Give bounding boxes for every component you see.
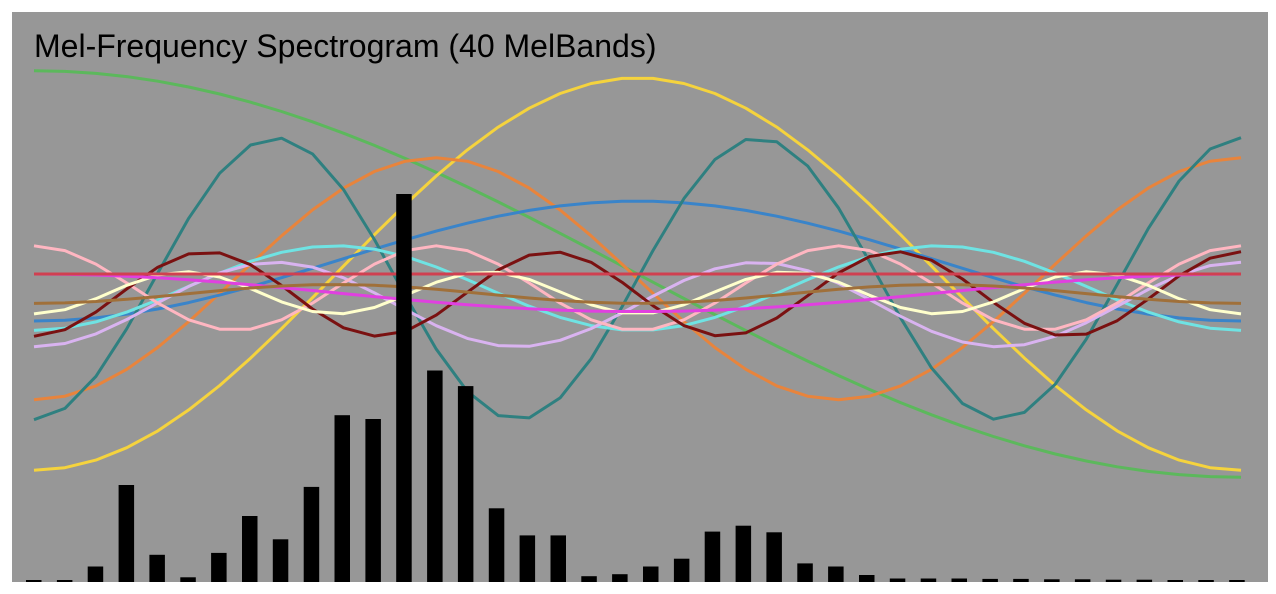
bar-9 bbox=[272, 539, 289, 582]
curve-line-4 bbox=[33, 199, 1242, 323]
bar-14 bbox=[427, 370, 443, 582]
bar-37 bbox=[1136, 579, 1153, 582]
bar-32 bbox=[982, 578, 998, 582]
bar-27 bbox=[828, 566, 844, 582]
bar-24 bbox=[735, 525, 752, 582]
bar-26 bbox=[797, 563, 813, 582]
bar-17 bbox=[519, 535, 536, 582]
curve-line-12 bbox=[33, 283, 1242, 305]
bar-28 bbox=[859, 575, 875, 582]
bar-11 bbox=[334, 415, 350, 582]
bar-33 bbox=[1013, 578, 1029, 582]
bar-22 bbox=[673, 558, 690, 582]
chart-canvas bbox=[26, 69, 1245, 582]
curve-line-11 bbox=[33, 272, 1242, 313]
bar-39 bbox=[1198, 580, 1214, 582]
bar-31 bbox=[951, 578, 967, 582]
bar-30 bbox=[920, 578, 937, 582]
bar-12 bbox=[365, 419, 381, 582]
bar-10 bbox=[303, 486, 320, 582]
curves-group bbox=[33, 69, 1242, 479]
bar-21 bbox=[643, 566, 659, 582]
bar-3 bbox=[87, 566, 104, 582]
bar-16 bbox=[488, 508, 505, 582]
bar-35 bbox=[1074, 579, 1091, 582]
bar-4 bbox=[118, 485, 135, 582]
bar-29 bbox=[889, 578, 906, 582]
bar-19 bbox=[581, 576, 597, 582]
bar-18 bbox=[550, 535, 566, 582]
bar-6 bbox=[180, 577, 196, 582]
bar-2 bbox=[56, 580, 73, 582]
bar-20 bbox=[612, 574, 628, 582]
bar-7 bbox=[211, 552, 227, 582]
bar-40 bbox=[1229, 580, 1245, 582]
bar-23 bbox=[704, 531, 721, 582]
bar-13 bbox=[396, 194, 412, 582]
bar-1 bbox=[26, 580, 42, 582]
bar-38 bbox=[1167, 580, 1183, 582]
curve-line-9 bbox=[33, 250, 1242, 338]
bars-group bbox=[26, 194, 1245, 582]
curve-line-5 bbox=[33, 136, 1242, 422]
bar-15 bbox=[457, 386, 474, 582]
bar-34 bbox=[1044, 579, 1060, 582]
bar-25 bbox=[766, 532, 782, 582]
bar-5 bbox=[149, 554, 165, 582]
bar-36 bbox=[1105, 579, 1122, 582]
chart-title: Mel-Frequency Spectrogram (40 MelBands) bbox=[34, 28, 657, 64]
curve-line-2 bbox=[33, 76, 1242, 472]
bar-8 bbox=[242, 516, 258, 582]
spectrogram-chart: Mel-Frequency Spectrogram (40 MelBands) bbox=[12, 12, 1268, 582]
